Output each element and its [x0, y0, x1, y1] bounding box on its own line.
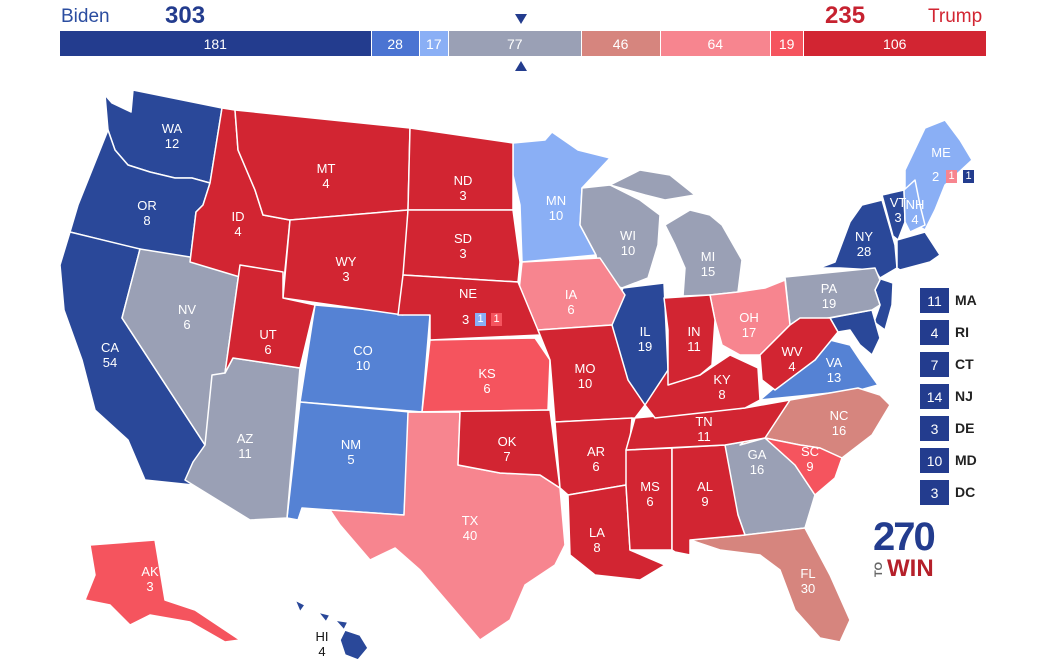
- small-state-ev-box[interactable]: 7: [920, 352, 949, 377]
- small-state-ev-box[interactable]: 3: [920, 416, 949, 441]
- state-ar[interactable]: [554, 417, 633, 496]
- biden-name: Biden: [61, 6, 110, 27]
- small-state-name: DC: [955, 484, 976, 500]
- logo-number: 270: [873, 515, 936, 559]
- state-hi[interactable]: [294, 599, 369, 661]
- ev-segment-2[interactable]: 17: [419, 31, 449, 56]
- ne-district-1-box[interactable]: 1: [475, 313, 486, 326]
- ev-segment-1[interactable]: 28: [371, 31, 420, 56]
- ev-segment-4[interactable]: 46: [581, 31, 661, 56]
- state-mid-atl[interactable]: [829, 309, 881, 356]
- ev-segment-5[interactable]: 64: [660, 31, 771, 56]
- trump-total: 235: [825, 2, 866, 29]
- ev-segment-7[interactable]: 106: [803, 31, 986, 56]
- me-district-1-box[interactable]: 1: [946, 170, 957, 183]
- small-state-name: NJ: [955, 388, 973, 404]
- small-state-name: RI: [955, 324, 969, 340]
- state-ne[interactable]: [397, 274, 541, 341]
- state-ms[interactable]: [625, 447, 673, 551]
- ev-segment-6[interactable]: 19: [770, 31, 804, 56]
- small-state-ev-box[interactable]: 4: [920, 320, 949, 345]
- state-al[interactable]: [671, 444, 746, 556]
- 270-marker-top-icon: [515, 14, 527, 24]
- small-state-ev-box[interactable]: 11: [920, 288, 949, 313]
- state-mo[interactable]: [537, 324, 646, 423]
- state-in[interactable]: [663, 294, 716, 386]
- state-vt[interactable]: [881, 189, 906, 241]
- state-nh[interactable]: [903, 179, 926, 233]
- state-ne-region[interactable]: [896, 231, 941, 271]
- logo-to: TO: [873, 561, 885, 577]
- state-sc[interactable]: [764, 437, 843, 496]
- logo-win: WIN: [887, 555, 934, 582]
- biden-total: 303: [165, 2, 206, 29]
- me-district-2-box[interactable]: 1: [963, 170, 974, 183]
- state-ny[interactable]: [794, 199, 898, 279]
- trump-name: Trump: [928, 6, 983, 27]
- small-state-ev-box[interactable]: 3: [920, 480, 949, 505]
- state-nd[interactable]: [407, 127, 514, 211]
- me-statewide-ev: 2: [932, 169, 940, 184]
- electoral-vote-bar: 181 28 17 77 46 64 19 106: [60, 31, 986, 56]
- ne-statewide-ev: 3: [462, 312, 470, 327]
- state-label-hi: HI: [316, 629, 329, 644]
- state-ks[interactable]: [421, 337, 551, 413]
- state-ut[interactable]: [224, 264, 316, 374]
- ev-segment-3[interactable]: 77: [448, 31, 582, 56]
- state-ev-hi: 4: [318, 644, 325, 659]
- state-ok[interactable]: [407, 409, 561, 489]
- small-state-name: MD: [955, 452, 977, 468]
- state-co[interactable]: [299, 304, 431, 413]
- state-sd[interactable]: [402, 209, 521, 283]
- ne-district-2-box[interactable]: 1: [491, 313, 502, 326]
- small-state-name: DE: [955, 420, 975, 436]
- 270-marker-bottom-icon: [515, 61, 527, 71]
- small-state-ev-box[interactable]: 10: [920, 448, 949, 473]
- state-nm[interactable]: [286, 401, 411, 521]
- state-wv[interactable]: [759, 317, 839, 391]
- state-ak[interactable]: [84, 539, 241, 643]
- 270towin-logo[interactable]: 270 TO WIN: [873, 515, 943, 582]
- state-wy[interactable]: [282, 209, 409, 316]
- state-fl[interactable]: [689, 527, 851, 643]
- small-state-name: CT: [955, 356, 974, 372]
- ev-segment-0[interactable]: 181: [60, 31, 372, 56]
- state-mt[interactable]: [234, 109, 411, 221]
- small-state-ev-box[interactable]: 14: [920, 384, 949, 409]
- small-state-name: MA: [955, 292, 977, 308]
